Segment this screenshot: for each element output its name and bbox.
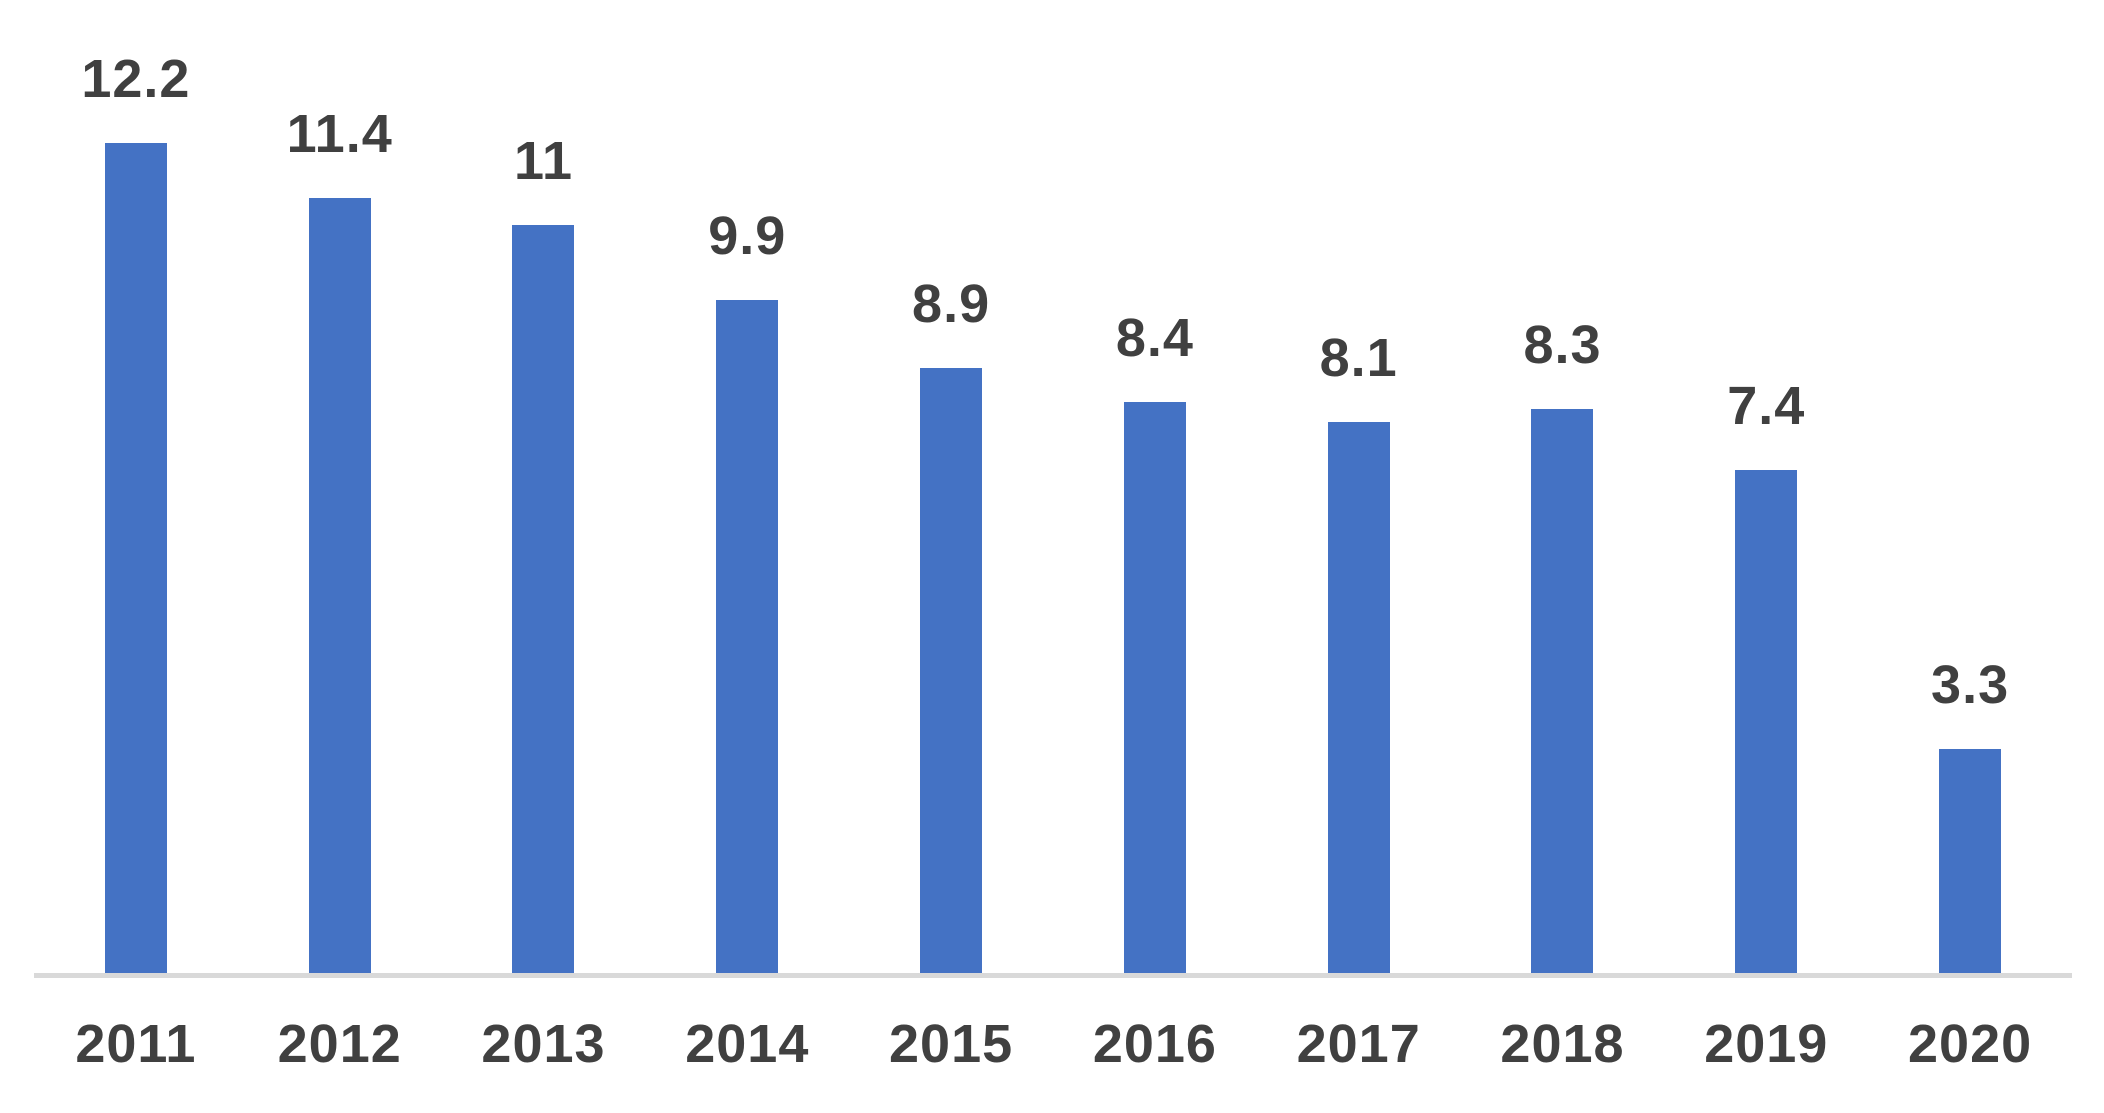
- bar-data-label: 7.4: [1727, 375, 1806, 436]
- x-axis-tick-label-2017: 2017: [1296, 1014, 1421, 1074]
- bar-column: 11: [442, 0, 646, 973]
- bar-2019[interactable]: [1735, 470, 1798, 973]
- bar-column: 8.3: [1461, 0, 1665, 973]
- bar-2011[interactable]: [104, 143, 167, 973]
- bar-column: 8.9: [849, 0, 1053, 973]
- x-axis-tick-label-2019: 2019: [1704, 1014, 1829, 1074]
- bar-data-label: 9.9: [708, 205, 787, 266]
- bar-2012[interactable]: [308, 198, 371, 973]
- bar-column: 3.3: [1868, 0, 2072, 973]
- bar-data-label: 8.4: [1115, 307, 1194, 368]
- bar-2014[interactable]: [716, 300, 779, 973]
- x-axis-tick-label-2020: 2020: [1908, 1014, 2033, 1074]
- bar-data-label: 8.1: [1319, 327, 1398, 388]
- bar-2020[interactable]: [1939, 749, 2002, 973]
- bar-data-label: 11: [513, 130, 574, 191]
- x-axis-labels: 2011 2012 2013 2014 2015 2016 2017 2018 …: [34, 1013, 2072, 1075]
- x-axis-tick-label-2015: 2015: [889, 1014, 1014, 1074]
- bar-2015[interactable]: [920, 368, 983, 973]
- bar-column: 11.4: [238, 0, 442, 973]
- bar-2016[interactable]: [1123, 402, 1186, 973]
- bars-container: 12.2 11.4 11 9.9 8.9 8.4 8.1 8.3 7.4 3.3: [34, 0, 2072, 973]
- x-axis-tick-label-2018: 2018: [1500, 1014, 1625, 1074]
- bar-column: 8.1: [1257, 0, 1461, 973]
- bar-data-label: 3.3: [1931, 654, 2010, 715]
- x-axis-tick-label-2013: 2013: [481, 1014, 606, 1074]
- bar-column: 12.2: [34, 0, 238, 973]
- bar-data-label: 8.9: [912, 273, 991, 334]
- bar-data-label: 12.2: [81, 48, 191, 109]
- bar-column: 8.4: [1053, 0, 1257, 973]
- x-axis-tick-label-2014: 2014: [685, 1014, 810, 1074]
- bar-column: 9.9: [645, 0, 849, 973]
- bar-data-label: 11.4: [286, 103, 393, 164]
- x-axis-tick-label-2012: 2012: [277, 1014, 402, 1074]
- x-axis-tick-label-2016: 2016: [1092, 1014, 1217, 1074]
- bar-data-label: 8.3: [1523, 314, 1602, 375]
- bar-2017[interactable]: [1327, 422, 1390, 973]
- plot-area: 12.2 11.4 11 9.9 8.9 8.4 8.1 8.3 7.4 3.3: [34, 0, 2072, 978]
- bar-2018[interactable]: [1531, 409, 1594, 973]
- bar-2013[interactable]: [512, 225, 575, 973]
- bar-column: 7.4: [1664, 0, 1868, 973]
- x-axis-tick-label-2011: 2011: [75, 1014, 197, 1074]
